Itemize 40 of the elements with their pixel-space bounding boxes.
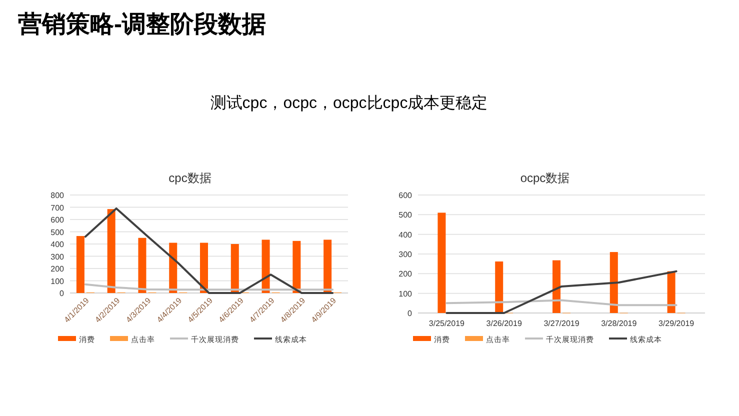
y-tick-label: 0 [408, 309, 413, 318]
line-series [84, 207, 334, 294]
text: 测试cpc，ocpc，ocpc比cpc成本更稳定 [210, 94, 488, 112]
y-tick-label: 300 [50, 252, 65, 262]
y-tick-label: 800 [50, 191, 65, 200]
y-tick-label: 400 [50, 240, 65, 249]
y-tick-label: 500 [50, 228, 65, 237]
text: 营销策略-调整阶段数据 [17, 11, 266, 38]
bar [324, 240, 332, 293]
bar [107, 209, 116, 293]
y-tick-label: 300 [398, 250, 413, 259]
y-tick-label: 200 [398, 270, 413, 279]
x-tick-label: 3/25/2019 [428, 319, 466, 328]
bar [200, 242, 208, 293]
bar [292, 240, 301, 293]
y-tick-label: 100 [50, 276, 65, 286]
bar [138, 238, 146, 293]
chart-title: cpc数据 [168, 171, 212, 185]
y-tick-label: 600 [398, 191, 413, 200]
bar [552, 260, 560, 313]
x-tick-label: 3/28/2019 [601, 319, 638, 328]
bar [76, 236, 84, 293]
y-tick-label: 500 [398, 210, 413, 220]
chart-title: ocpc数据 [520, 171, 570, 185]
x-tick-label: 3/26/2019 [486, 319, 522, 328]
bar [438, 212, 446, 313]
y-tick-label: 200 [50, 264, 65, 274]
bar [262, 240, 270, 293]
bar [495, 261, 504, 313]
x-tick-label: 3/29/2019 [658, 319, 695, 328]
y-tick-label: 0 [60, 289, 65, 298]
x-tick-label: 3/27/2019 [544, 319, 580, 328]
y-tick-label: 400 [398, 230, 413, 240]
y-tick-label: 700 [50, 203, 65, 212]
bar [610, 252, 618, 313]
bar [667, 271, 676, 313]
y-tick-label: 100 [398, 289, 413, 298]
y-tick-label: 600 [50, 216, 65, 224]
line-series [446, 270, 678, 314]
bar [230, 244, 239, 293]
